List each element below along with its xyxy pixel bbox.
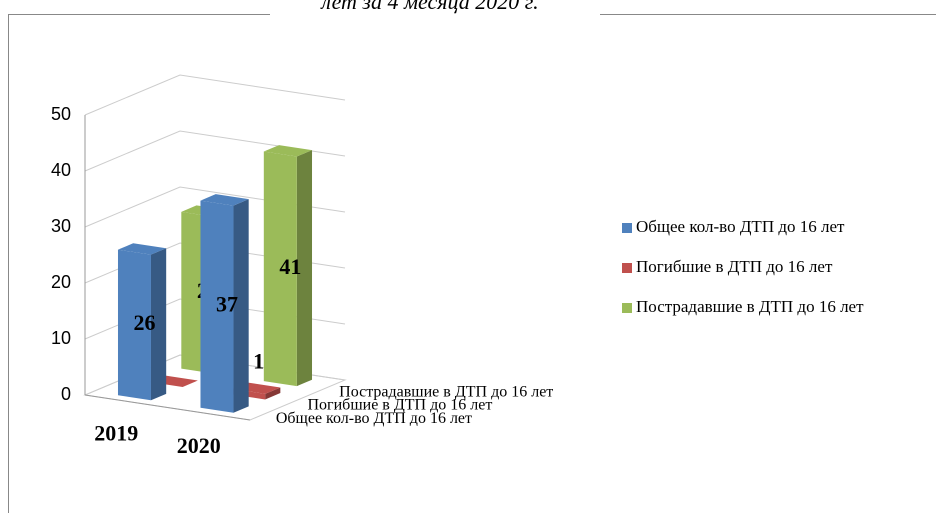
y-tick-label: 50: [51, 104, 71, 124]
bar-side: [233, 199, 249, 413]
data-label: 1: [253, 348, 264, 373]
y-tick-label: 30: [51, 216, 71, 236]
x-axis: [84, 394, 251, 421]
x-tick-label: 2020: [177, 433, 221, 458]
x-tick-label: 2019: [94, 420, 138, 445]
data-label: 41: [279, 254, 301, 279]
title-bg: [270, 0, 600, 22]
bar-front: [263, 151, 297, 387]
bar-top: [263, 145, 313, 157]
bar-front: [117, 249, 151, 401]
bar-side: [265, 387, 281, 400]
depth-label: Общее кол-во ДТП до 16 лет: [276, 410, 472, 427]
chart-title: лет за 4 месяца 2020 г.: [319, 0, 538, 14]
bar-top: [200, 194, 249, 206]
depth-label: Пострадавшие в ДТП до 16 лет: [339, 383, 553, 400]
y-tick-label: 10: [51, 328, 71, 348]
depth-label: Погибшие в ДТП до 16 лет: [308, 397, 493, 414]
legend-swatch: [622, 223, 632, 233]
bar: [263, 145, 313, 387]
y-tick-label: 40: [51, 160, 71, 180]
bar-front: [200, 200, 234, 413]
bar: [117, 243, 167, 401]
legend-label: Погибшие в ДТП до 16 лет: [636, 257, 833, 276]
bar-top: [117, 243, 167, 255]
data-label: 37: [216, 292, 238, 317]
data-label: 26: [133, 310, 155, 335]
bar: [200, 194, 249, 413]
legend-swatch: [622, 263, 632, 273]
y-tick-label: 0: [61, 384, 71, 404]
bar-side: [150, 248, 167, 401]
grid-line: [84, 74, 346, 116]
bar-side: [296, 150, 313, 387]
y-tick-label: 20: [51, 272, 71, 292]
legend-swatch: [622, 303, 632, 313]
legend-label: Пострадавшие в ДТП до 16 лет: [636, 297, 864, 316]
legend-label: Общее кол-во ДТП до 16 лет: [636, 217, 845, 236]
